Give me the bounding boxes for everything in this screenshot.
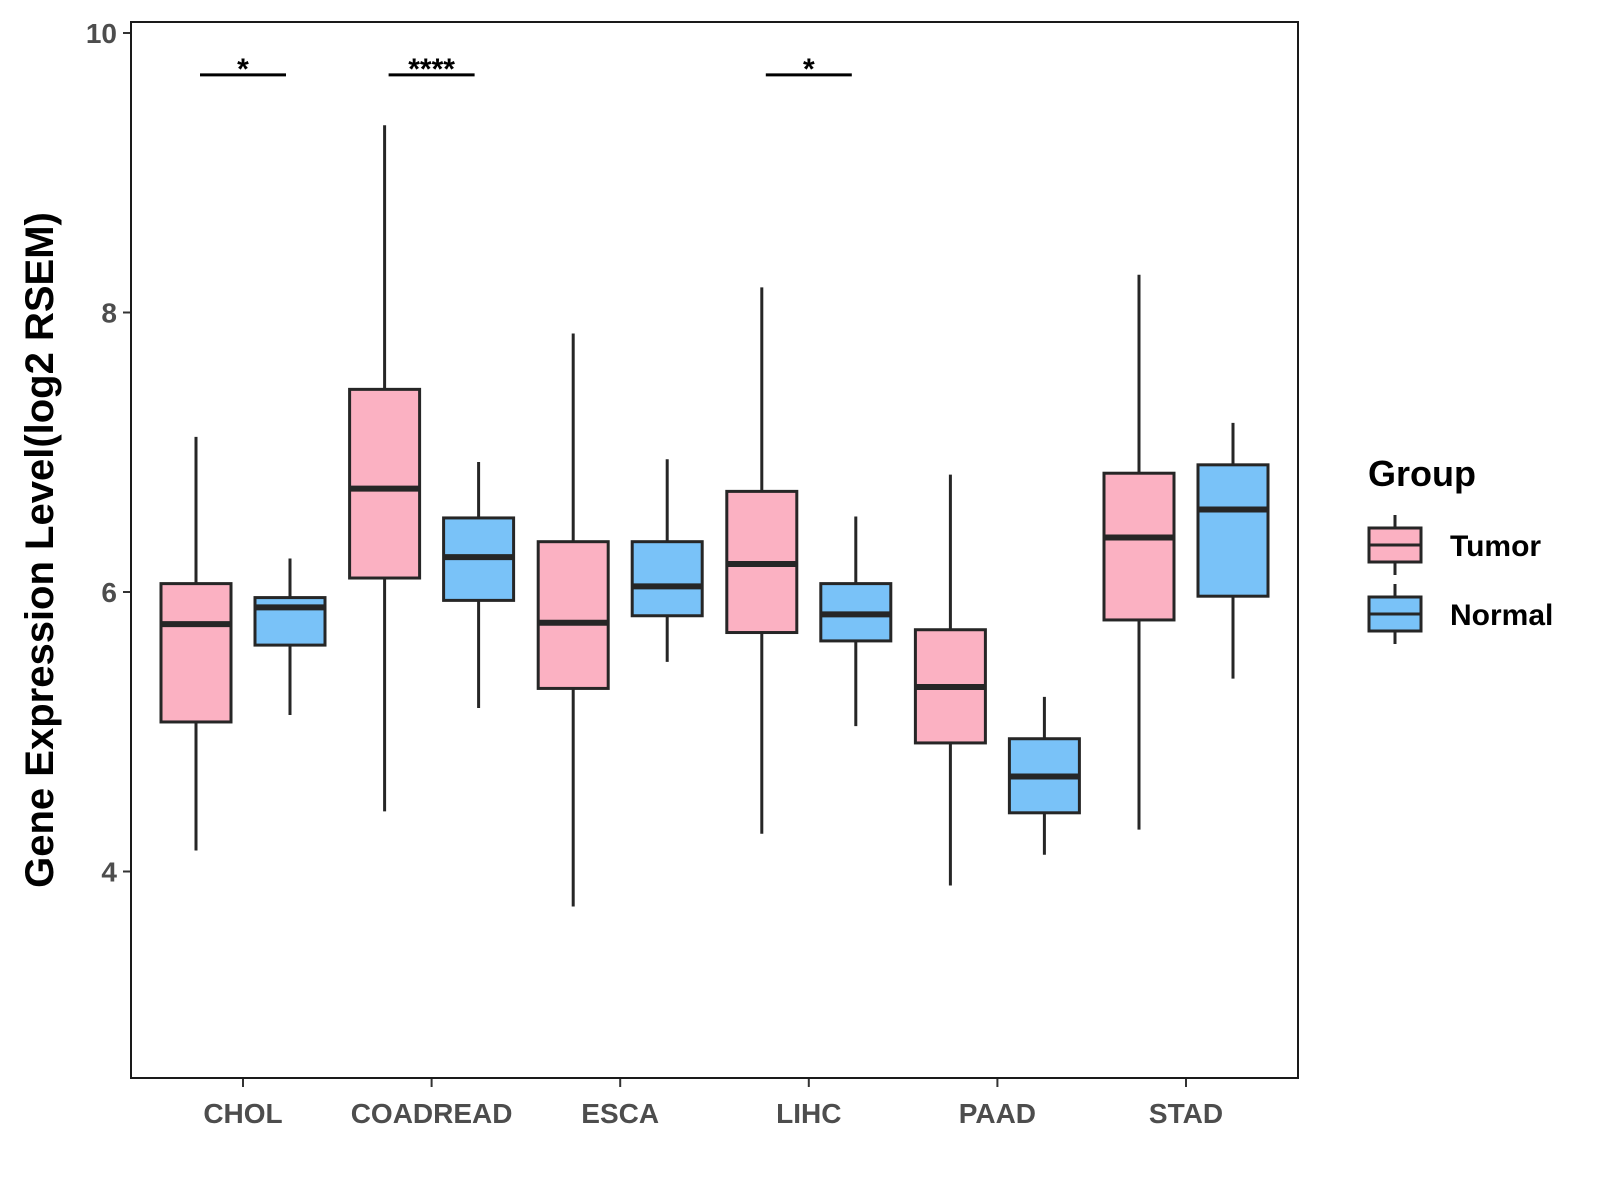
x-tick-label: PAAD: [959, 1098, 1036, 1129]
legend-entry-tumor: Tumor: [1367, 515, 1541, 575]
box-tumor-coadread: [348, 125, 422, 812]
y-tick-label: 10: [86, 18, 117, 49]
significance-label: *: [237, 53, 249, 86]
legend-entry-normal: Normal: [1367, 584, 1553, 644]
box-normal-paad: [1007, 696, 1081, 855]
box-body: [348, 387, 422, 580]
significance-label: *: [803, 53, 815, 86]
box-body: [536, 540, 610, 690]
y-tick-label: 6: [101, 577, 117, 608]
y-tick-label: 4: [101, 857, 117, 888]
plot-panel-border: [130, 21, 1299, 1079]
box-tumor-chol: [159, 436, 233, 851]
x-tick-label: LIHC: [776, 1098, 841, 1129]
box-normal-coadread: [442, 462, 516, 708]
x-tick-label: COADREAD: [351, 1098, 513, 1129]
box-tumor-stad: [1102, 274, 1176, 830]
legend-label: Normal: [1450, 599, 1553, 632]
y-tick-label: 8: [101, 298, 117, 329]
legend: Group Tumor Normal: [1367, 453, 1553, 644]
y-axis-title: Gene Expression Level(log2 RSEM): [18, 212, 62, 888]
box-normal-stad: [1196, 422, 1270, 679]
box-body: [1102, 471, 1176, 622]
significance-label: ****: [408, 53, 455, 86]
x-tick-label: ESCA: [581, 1098, 659, 1129]
box-tumor-paad: [913, 474, 987, 886]
box-tumor-lihc: [725, 287, 799, 834]
legend-title: Group: [1368, 453, 1476, 494]
box-body: [159, 582, 233, 724]
x-tick-label: CHOL: [203, 1098, 282, 1129]
box-body: [1196, 463, 1270, 598]
box-tumor-esca: [536, 333, 610, 907]
box-normal-chol: [253, 558, 327, 715]
legend-label: Tumor: [1450, 530, 1541, 563]
x-tick-label: STAD: [1149, 1098, 1223, 1129]
box-body: [630, 540, 704, 618]
box-normal-lihc: [819, 516, 893, 727]
box-normal-esca: [630, 459, 704, 662]
